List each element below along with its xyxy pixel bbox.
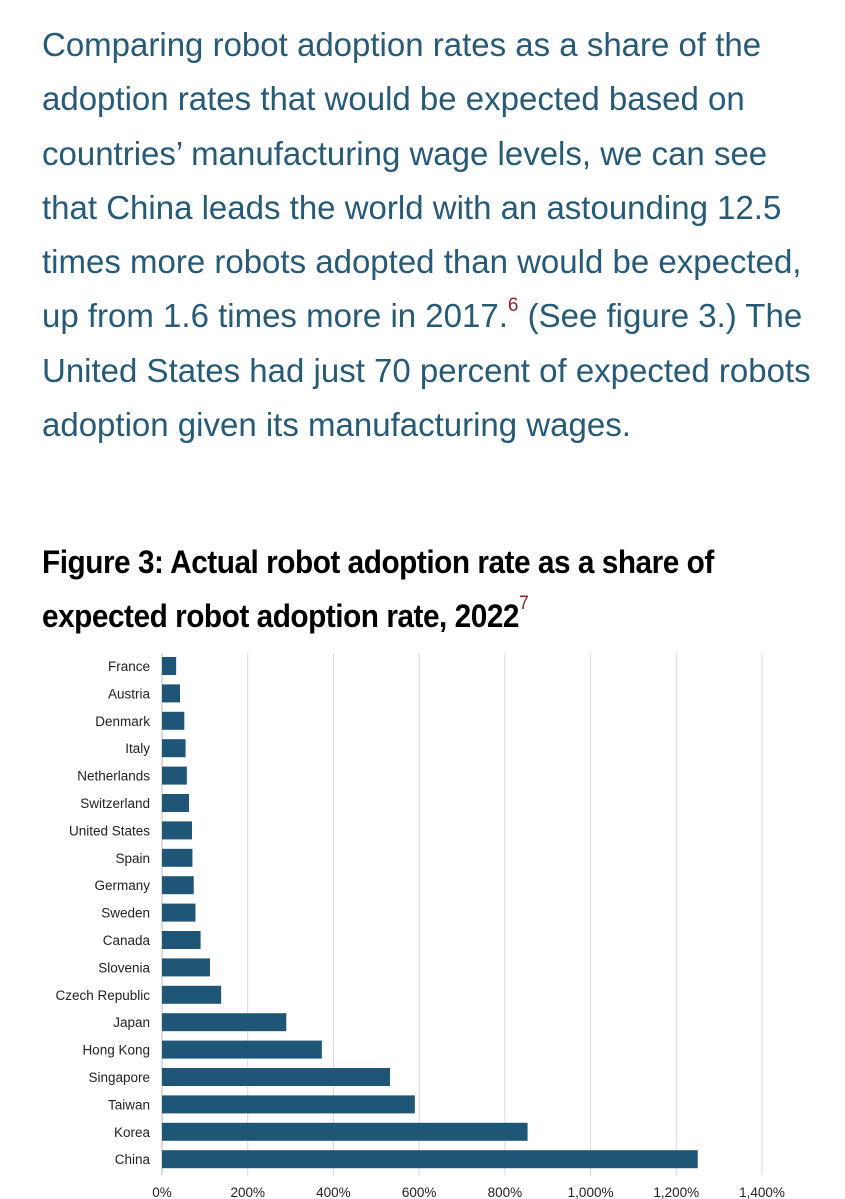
category-label: Canada xyxy=(103,933,151,948)
body-text-part1: Comparing robot adoption rates as a shar… xyxy=(42,26,802,335)
footnote-7-link[interactable]: 7 xyxy=(519,593,529,615)
bar-japan xyxy=(162,1013,287,1032)
category-label: Denmark xyxy=(95,714,150,729)
body-text-part2: (See figure 3.) The United States had ju… xyxy=(42,297,811,444)
category-label: United States xyxy=(69,823,150,838)
x-tick-labels: 0% 200% 400% 600% 800% 1,000% 1,200% 1,400% xyxy=(152,1185,785,1199)
category-label: Spain xyxy=(115,851,150,866)
x-tick-label: 1,400% xyxy=(739,1185,785,1199)
figure-title-text: Figure 3: Actual robot adoption rate as … xyxy=(42,544,714,634)
category-label: Korea xyxy=(114,1125,151,1140)
category-label: Austria xyxy=(108,686,151,701)
bar-germany xyxy=(162,876,194,895)
bar-denmark xyxy=(162,711,185,730)
bars xyxy=(162,657,698,1169)
bar-switzerland xyxy=(162,794,189,812)
x-tick-label: 400% xyxy=(316,1185,351,1199)
bar-netherlands xyxy=(162,766,187,785)
x-tick-label: 800% xyxy=(488,1185,523,1199)
x-tick-label: 1,000% xyxy=(568,1185,614,1199)
category-label: Italy xyxy=(125,741,150,756)
category-label: Netherlands xyxy=(77,769,150,784)
bar-canada xyxy=(162,931,201,949)
gridlines xyxy=(161,653,763,1175)
bar-slovenia xyxy=(162,958,210,977)
x-tick-label: 600% xyxy=(402,1185,437,1199)
bar-italy xyxy=(162,739,186,758)
category-label: Slovenia xyxy=(98,960,150,975)
category-label: China xyxy=(115,1152,151,1167)
category-label: Hong Kong xyxy=(82,1043,150,1058)
category-label: Czech Republic xyxy=(55,988,150,1003)
footnote-6-link[interactable]: 6 xyxy=(507,295,519,317)
category-label: Japan xyxy=(113,1015,150,1030)
robot-adoption-bar-chart: France Austria Denmark Italy Netherlands Swit… xyxy=(55,653,785,1199)
body-paragraph: Comparing robot adoption rates as a shar… xyxy=(42,18,822,452)
category-label: Germany xyxy=(94,878,150,893)
category-label: Singapore xyxy=(88,1070,150,1085)
bar-czech-republic xyxy=(162,985,222,1004)
bar-singapore xyxy=(162,1068,390,1086)
bar-spain xyxy=(162,848,193,867)
bar-sweden xyxy=(162,903,196,922)
x-tick-label: 200% xyxy=(230,1185,265,1199)
category-label: France xyxy=(108,659,150,674)
bar-united-states xyxy=(162,821,192,840)
x-tick-label: 1,200% xyxy=(653,1185,699,1199)
bar-korea xyxy=(162,1122,528,1141)
bar-france xyxy=(162,657,177,675)
bar-austria xyxy=(162,684,180,703)
category-labels: France Austria Denmark Italy Netherlands Swit… xyxy=(55,659,150,1167)
category-label: Switzerland xyxy=(80,796,150,811)
bar-hong-kong xyxy=(162,1040,322,1059)
category-label: Sweden xyxy=(101,906,150,921)
bar-china xyxy=(162,1150,698,1169)
figure-title: Figure 3: Actual robot adoption rate as … xyxy=(42,535,777,643)
category-label: Taiwan xyxy=(108,1097,150,1112)
bar-taiwan xyxy=(162,1095,415,1114)
x-tick-label: 0% xyxy=(152,1185,172,1199)
